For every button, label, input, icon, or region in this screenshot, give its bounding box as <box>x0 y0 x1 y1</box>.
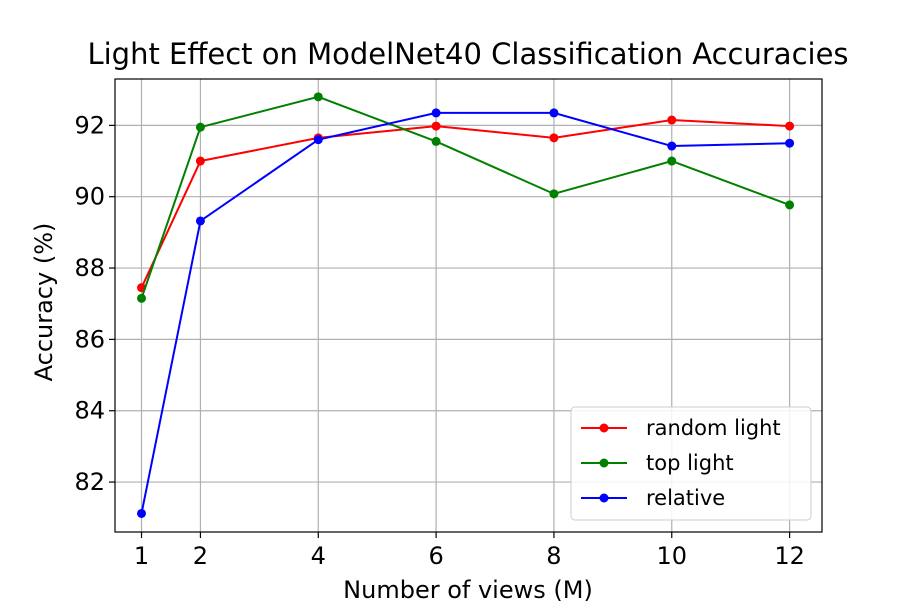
legend-marker <box>599 493 609 503</box>
y-tick-label: 84 <box>74 397 105 425</box>
x-tick-label: 12 <box>774 542 805 570</box>
y-axis-label: Accuracy (%) <box>30 223 58 382</box>
data-point <box>137 293 147 303</box>
x-axis-label: Number of views (M) <box>343 576 593 604</box>
data-point <box>549 133 559 143</box>
data-point <box>549 189 559 199</box>
grid <box>115 79 822 532</box>
y-tick-label: 82 <box>74 468 105 496</box>
legend-label: random light <box>646 416 781 440</box>
data-point <box>195 216 205 226</box>
y-tick-label: 92 <box>74 111 105 139</box>
plot-frame <box>114 78 823 533</box>
data-point <box>195 122 205 132</box>
x-tick-label: 8 <box>546 542 561 570</box>
legend-label: top light <box>646 451 734 475</box>
data-point <box>667 156 677 166</box>
x-tick-label: 2 <box>193 542 208 570</box>
chart-title: Light Effect on ModelNet40 Classificatio… <box>87 37 848 71</box>
data-point <box>431 108 441 118</box>
legend-label: relative <box>646 486 725 510</box>
x-tick-label: 4 <box>311 542 326 570</box>
data-point <box>137 508 147 518</box>
data-point <box>785 200 795 210</box>
data-point <box>667 141 677 151</box>
data-point <box>313 92 323 102</box>
data-point <box>313 135 323 145</box>
data-point <box>195 156 205 166</box>
legend-marker <box>599 458 609 468</box>
data-point <box>431 136 441 146</box>
data-point <box>549 108 559 118</box>
data-point <box>667 115 677 125</box>
y-tick-label: 86 <box>74 325 105 353</box>
x-tick-label: 6 <box>428 542 443 570</box>
x-tick-label: 1 <box>134 542 149 570</box>
legend-marker <box>599 423 609 433</box>
data-point <box>785 138 795 148</box>
legend-box <box>570 406 812 521</box>
x-tick-label: 10 <box>656 542 687 570</box>
data-point <box>431 121 441 131</box>
series-group <box>137 92 795 518</box>
y-tick-label: 90 <box>74 183 105 211</box>
series-relative <box>137 108 795 518</box>
series-random-light <box>137 115 795 293</box>
data-point <box>785 121 795 131</box>
y-tick-label: 88 <box>74 254 105 282</box>
legend: random light top light relative <box>570 406 812 521</box>
series-top-light <box>137 92 795 303</box>
